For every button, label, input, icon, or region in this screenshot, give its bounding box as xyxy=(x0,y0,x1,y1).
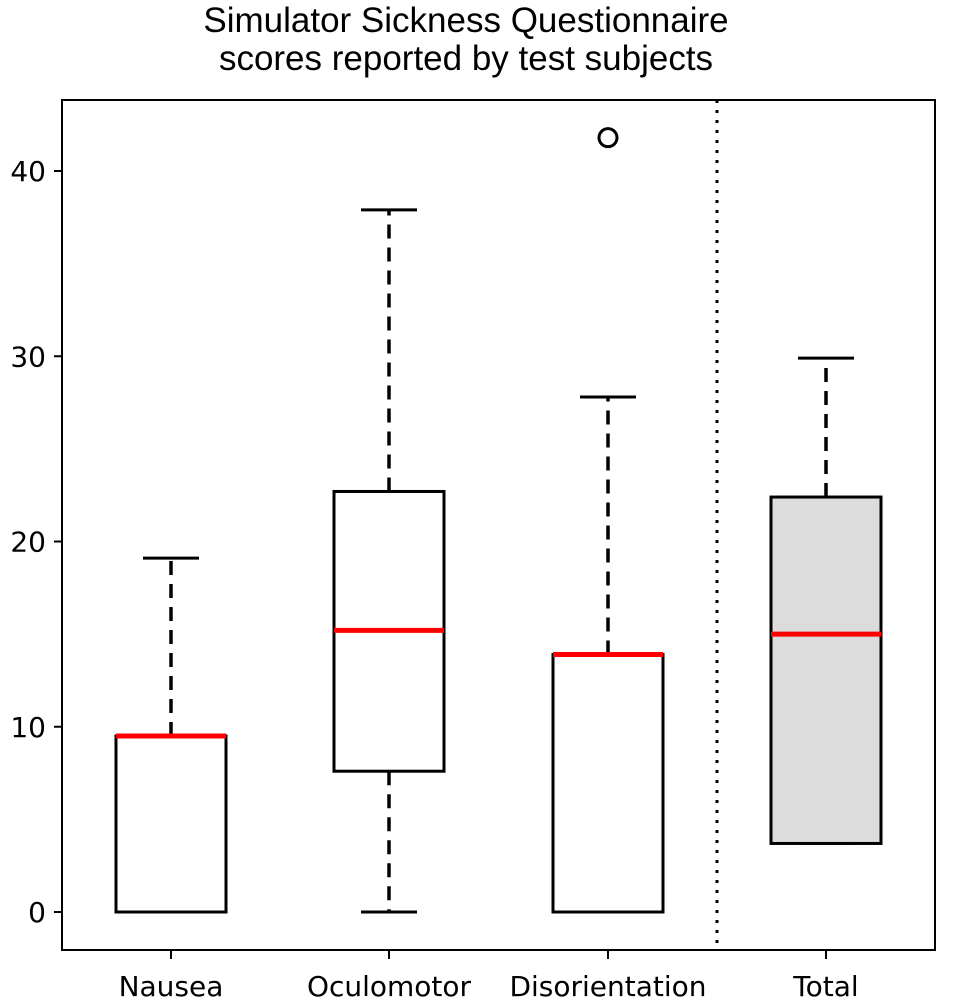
y-tick-label: 40 xyxy=(10,155,46,188)
y-tick-label: 20 xyxy=(10,526,46,559)
y-tick-label: 10 xyxy=(10,711,46,744)
box-disorientation xyxy=(551,653,665,914)
x-tick-label: Oculomotor xyxy=(307,970,472,1000)
chart-title: Simulator Sickness Questionnaire scores … xyxy=(0,2,932,78)
x-tick-label: Nausea xyxy=(119,970,224,1000)
box-total xyxy=(769,495,883,845)
x-tick-label: Disorientation xyxy=(509,970,706,1000)
outlier-point xyxy=(597,127,619,149)
box-nausea xyxy=(114,734,228,914)
plot-frame xyxy=(61,99,936,951)
chart-title-line-2: scores reported by test subjects xyxy=(218,39,714,78)
y-tick-label: 0 xyxy=(28,896,46,929)
y-tick-label: 30 xyxy=(10,340,46,373)
chart-title-line-1: Simulator Sickness Questionnaire xyxy=(203,1,729,40)
x-tick-label: Total xyxy=(792,970,858,1000)
